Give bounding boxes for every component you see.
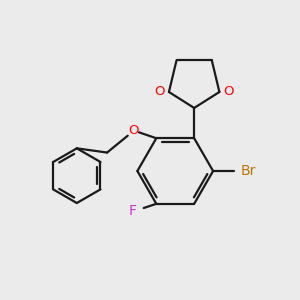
Text: F: F bbox=[128, 204, 136, 218]
Text: O: O bbox=[224, 85, 234, 98]
Text: O: O bbox=[128, 124, 138, 137]
Text: O: O bbox=[154, 85, 165, 98]
Text: Br: Br bbox=[240, 164, 256, 178]
